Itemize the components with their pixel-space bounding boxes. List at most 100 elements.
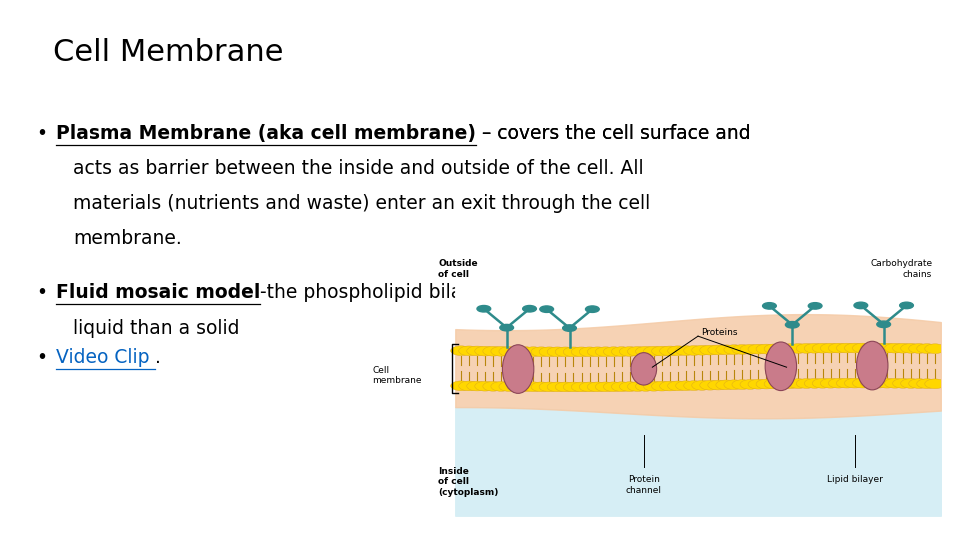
Text: Protein
channel: Protein channel (626, 475, 661, 495)
Circle shape (628, 382, 648, 392)
Circle shape (716, 380, 736, 390)
Circle shape (876, 343, 898, 353)
Circle shape (756, 344, 777, 354)
Circle shape (676, 381, 696, 390)
Circle shape (860, 343, 881, 353)
Circle shape (450, 346, 471, 355)
Circle shape (660, 346, 681, 356)
Circle shape (595, 347, 616, 356)
Circle shape (700, 380, 720, 390)
Circle shape (579, 347, 600, 356)
Circle shape (854, 302, 868, 309)
Circle shape (652, 381, 672, 391)
Circle shape (515, 347, 536, 356)
Circle shape (732, 380, 753, 389)
Circle shape (491, 382, 512, 392)
Circle shape (845, 378, 865, 388)
Circle shape (667, 381, 688, 391)
Circle shape (499, 382, 519, 392)
Circle shape (804, 379, 825, 388)
Circle shape (667, 346, 688, 356)
Circle shape (595, 382, 616, 392)
Circle shape (724, 380, 745, 389)
Circle shape (604, 347, 624, 356)
Circle shape (876, 321, 891, 328)
Circle shape (876, 379, 898, 388)
Circle shape (588, 382, 608, 392)
Circle shape (564, 382, 584, 392)
Text: Fluid mosaic model: Fluid mosaic model (56, 284, 260, 302)
Circle shape (660, 381, 681, 391)
Circle shape (893, 343, 913, 353)
Circle shape (796, 379, 817, 388)
Circle shape (764, 344, 784, 354)
Circle shape (828, 379, 849, 388)
Circle shape (692, 346, 712, 355)
Text: -the phospholipid bilayer behaves more like a: -the phospholipid bilayer behaves more l… (260, 284, 688, 302)
Circle shape (507, 347, 528, 356)
Circle shape (467, 346, 488, 356)
Circle shape (588, 347, 608, 356)
Circle shape (917, 343, 937, 353)
Circle shape (884, 379, 905, 388)
Circle shape (812, 379, 833, 388)
Circle shape (571, 347, 591, 357)
Circle shape (828, 343, 849, 353)
Text: Cell
membrane: Cell membrane (372, 366, 422, 385)
Text: .: . (156, 348, 161, 367)
Ellipse shape (631, 353, 657, 385)
Circle shape (467, 381, 488, 391)
Circle shape (762, 302, 777, 309)
Circle shape (780, 379, 801, 389)
Circle shape (836, 343, 857, 353)
Circle shape (772, 344, 793, 354)
Circle shape (900, 379, 922, 388)
Circle shape (884, 343, 905, 353)
Text: membrane.: membrane. (73, 230, 181, 248)
Circle shape (652, 346, 672, 356)
Circle shape (619, 347, 640, 356)
Circle shape (676, 346, 696, 355)
Text: •: • (36, 124, 48, 143)
Circle shape (924, 344, 946, 354)
Circle shape (563, 325, 576, 332)
Circle shape (636, 347, 656, 356)
Circle shape (900, 302, 913, 309)
Circle shape (540, 382, 560, 392)
Circle shape (612, 382, 632, 392)
Circle shape (860, 378, 881, 388)
Circle shape (555, 347, 576, 357)
Circle shape (780, 344, 801, 354)
Circle shape (821, 343, 841, 353)
Circle shape (643, 381, 664, 391)
Circle shape (540, 347, 560, 356)
Circle shape (845, 343, 865, 353)
Circle shape (909, 343, 929, 353)
Circle shape (812, 343, 833, 353)
Circle shape (483, 381, 503, 391)
Text: liquid than a solid: liquid than a solid (73, 319, 239, 338)
Circle shape (764, 379, 784, 389)
Text: •: • (36, 348, 48, 367)
Circle shape (924, 379, 946, 389)
Circle shape (748, 380, 769, 389)
Circle shape (756, 379, 777, 389)
Circle shape (483, 346, 503, 356)
Circle shape (909, 379, 929, 388)
Circle shape (507, 382, 528, 392)
Circle shape (821, 379, 841, 388)
Circle shape (748, 345, 769, 354)
Text: materials (nutrients and waste) enter an exit through the cell: materials (nutrients and waste) enter an… (73, 194, 650, 213)
Circle shape (708, 380, 729, 390)
Circle shape (499, 347, 519, 356)
Circle shape (459, 381, 479, 391)
Circle shape (612, 347, 632, 356)
Circle shape (788, 343, 808, 353)
Circle shape (475, 381, 495, 391)
Text: – covers the cell surface and: – covers the cell surface and (476, 124, 751, 143)
Circle shape (740, 345, 760, 354)
Circle shape (708, 345, 729, 355)
Text: Proteins: Proteins (701, 328, 737, 336)
Circle shape (475, 346, 495, 356)
Text: acts as barrier between the inside and outside of the cell. All: acts as barrier between the inside and o… (73, 159, 643, 178)
